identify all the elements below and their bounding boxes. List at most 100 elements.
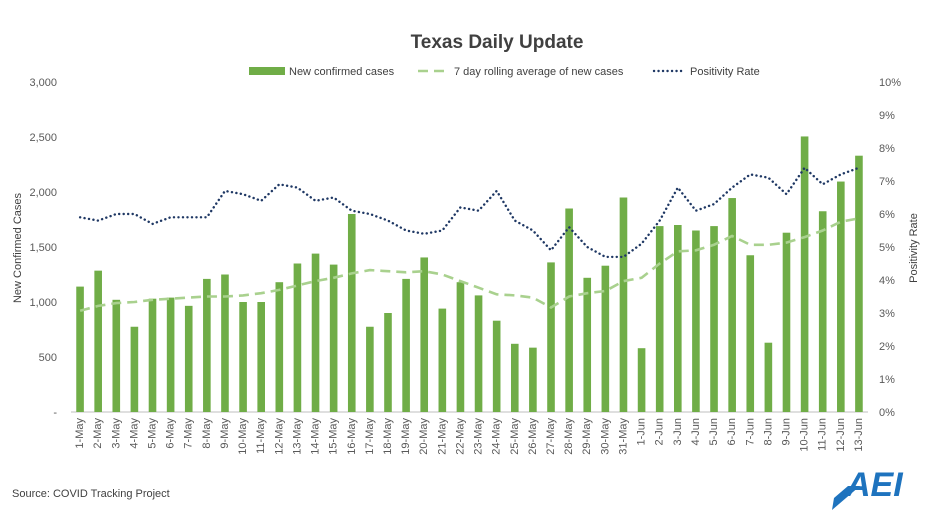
x-tick-label: 7-Jun: [744, 418, 756, 446]
bar: [221, 274, 229, 412]
x-tick-label: 1-May: [74, 418, 86, 449]
bar: [492, 320, 501, 412]
x-tick-label: 5-Jun: [708, 418, 720, 446]
bar: [420, 257, 429, 412]
x-tick-label: 1-Jun: [636, 418, 648, 446]
bar: [601, 265, 610, 412]
line-series: [78, 165, 861, 313]
x-tick-label: 14-May: [310, 418, 322, 455]
x-tick-label: 17-May: [364, 418, 376, 455]
y-axis-label: New Confirmed Cases: [12, 192, 24, 303]
x-tick-label: 7-May: [183, 418, 195, 449]
bar: [510, 343, 519, 412]
x-tick-label: 11-May: [255, 418, 267, 454]
bar-series: [76, 136, 863, 412]
x-tick-label: 2-Jun: [654, 418, 666, 446]
bar: [764, 342, 773, 412]
y-tick-label: 1,500: [29, 242, 57, 254]
x-tick-label: 30-May: [599, 418, 611, 455]
bar: [329, 264, 338, 412]
source-note: Source: COVID Tracking Project: [12, 488, 170, 500]
y2-tick-label: 8%: [879, 143, 895, 155]
positivity-rate-line: [78, 165, 861, 259]
bar: [583, 277, 592, 412]
y2-tick-label: 3%: [879, 308, 895, 320]
bar: [782, 232, 791, 412]
bar: [347, 214, 356, 412]
x-tick-label: 13-Jun: [853, 418, 865, 452]
y-tick-label: -: [53, 407, 57, 419]
x-tick-label: 25-May: [509, 418, 521, 455]
y2-tick-label: 6%: [879, 209, 895, 221]
bar: [130, 326, 139, 412]
logo-swoosh: [832, 486, 860, 510]
bar: [275, 282, 284, 412]
bar: [547, 262, 555, 412]
bar: [384, 313, 392, 412]
x-tick-label: 27-May: [545, 418, 557, 455]
y2-tick-label: 0%: [879, 407, 895, 419]
y-tick-label: 2,500: [29, 132, 57, 144]
x-tick-label: 22-May: [454, 418, 466, 455]
x-tick-label: 9-Jun: [780, 418, 792, 446]
bar: [710, 226, 718, 412]
y-tick-label: 2,000: [29, 187, 57, 199]
bar: [619, 197, 628, 412]
legend-label: Positivity Rate: [690, 66, 760, 78]
y2-tick-label: 7%: [879, 176, 895, 188]
bar: [239, 302, 247, 412]
bar: [837, 181, 845, 412]
x-tick-label: 11-Jun: [817, 418, 829, 451]
x-tick-label: 6-May: [165, 418, 177, 449]
x-tick-label: 5-May: [147, 418, 159, 449]
bar: [746, 255, 755, 412]
bar: [728, 198, 736, 412]
bar: [76, 286, 84, 412]
bar: [293, 263, 302, 412]
bar: [94, 270, 102, 412]
x-tick-label: 29-May: [581, 418, 593, 455]
x-tick-label: 28-May: [563, 418, 575, 455]
x-tick-label: 13-May: [291, 418, 303, 455]
y2-tick-label: 10%: [879, 77, 901, 89]
x-tick-label: 23-May: [473, 418, 485, 455]
x-tick-label: 24-May: [491, 418, 503, 455]
y-tick-label: 1,000: [29, 297, 57, 309]
bar: [402, 278, 410, 412]
bar: [529, 347, 537, 412]
x-tick-label: 2-May: [92, 418, 104, 449]
bar: [855, 155, 863, 412]
x-tick-label: 20-May: [418, 418, 430, 455]
x-tick-label: 19-May: [400, 418, 412, 455]
x-tick-label: 10-May: [237, 418, 249, 455]
legend-swatch: [249, 67, 285, 75]
chart-title: Texas Daily Update: [411, 32, 584, 53]
x-tick-label: 12-Jun: [835, 418, 847, 452]
bar: [166, 297, 175, 412]
x-tick-label: 16-May: [346, 418, 358, 455]
bar: [818, 211, 827, 412]
bar: [184, 305, 193, 412]
logo-text: AEI: [845, 466, 904, 504]
bar: [655, 226, 664, 412]
bar: [474, 295, 483, 412]
x-tick-label: 12-May: [273, 418, 285, 455]
y2-tick-label: 5%: [879, 242, 895, 254]
legend-label: New confirmed cases: [289, 66, 395, 78]
bar: [366, 326, 374, 412]
legend: New confirmed cases 7 day rolling average…: [249, 66, 760, 78]
x-tick-label: 3-Jun: [672, 418, 684, 446]
x-tick-label: 9-May: [219, 418, 231, 449]
x-tick-label: 15-May: [328, 418, 340, 455]
x-tick-label: 10-Jun: [799, 418, 811, 452]
x-tick-label: 3-May: [110, 418, 122, 449]
x-tick-label: 8-Jun: [762, 418, 774, 446]
bar: [565, 208, 573, 412]
y-tick-label: 500: [39, 352, 57, 364]
bar: [456, 282, 465, 412]
x-tick-label: 4-May: [128, 418, 140, 449]
y-tick-label: 3,000: [29, 77, 57, 89]
y2-tick-label: 2%: [879, 341, 895, 353]
x-axis-ticks: 1-May 2-May 3-May 4-May 5-May 6-May 7-May 8-May…: [74, 418, 865, 455]
